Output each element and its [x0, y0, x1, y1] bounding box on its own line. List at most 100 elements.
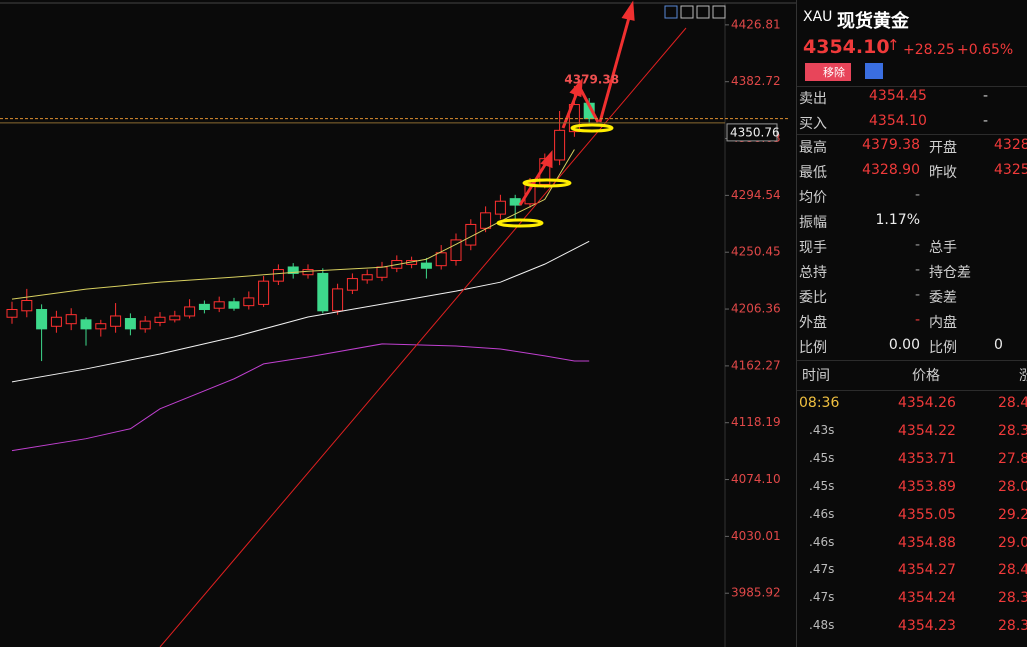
stat-value: 0.00	[888, 337, 920, 353]
candle-body	[480, 212, 492, 229]
stat-value: 0	[994, 337, 1003, 353]
trend-line	[159, 27, 687, 647]
y-tick-label: 4382.72	[731, 74, 781, 88]
stat-label: 总持	[799, 265, 827, 281]
stat-value: 1.17%	[875, 212, 920, 228]
change: +28.25	[903, 42, 955, 58]
toolbar[interactable]	[664, 5, 726, 19]
stat-label: 委差	[929, 290, 957, 306]
stat-label: 比例	[799, 340, 827, 356]
up-arrow: ↑	[887, 36, 900, 54]
separator	[797, 86, 1027, 87]
candle-body	[494, 200, 506, 215]
candle-body	[465, 223, 477, 246]
stat-label: 昨收	[929, 165, 957, 181]
candle-body	[95, 323, 107, 330]
stat-value: -	[914, 237, 920, 253]
candle-body	[228, 301, 240, 309]
drawings	[159, 0, 687, 647]
stat-value: -	[914, 287, 920, 303]
price-tag-label: 4350.76	[730, 125, 780, 139]
tick-price: 4354.27	[898, 562, 956, 579]
tick-time: .43s	[809, 422, 835, 437]
candle-body	[435, 252, 447, 267]
candle-body	[332, 288, 344, 312]
tick-price: 4354.88	[898, 534, 956, 551]
tick-time: .48s	[809, 618, 835, 633]
separator	[797, 360, 1027, 361]
moving-average	[11, 343, 590, 452]
candle-body	[184, 306, 196, 317]
y-tick-label: 4162.27	[731, 358, 781, 372]
moving-average	[11, 149, 575, 300]
quote-value: 4354.10	[869, 113, 927, 129]
quote-label: 卖出	[799, 91, 827, 107]
candle-body	[302, 269, 314, 276]
quote-value: 4354.45	[869, 88, 927, 104]
tick-time: .45s	[809, 450, 835, 465]
tool-button[interactable]	[664, 5, 678, 19]
candle-body	[346, 278, 358, 291]
y-tick-label: 4118.19	[731, 415, 781, 429]
quote-volume: -	[983, 113, 989, 129]
tick-change: 27.86	[998, 450, 1027, 467]
ticks-header: 价格	[912, 368, 940, 384]
highlights	[496, 123, 614, 228]
candle-body	[420, 262, 432, 269]
tick-change: 28.38	[998, 618, 1027, 635]
candle-body	[450, 239, 462, 262]
candle-body	[317, 272, 329, 312]
chart: 4426.814382.724338.634294.544250.454206.…	[0, 0, 796, 647]
tick-price: 4354.24	[898, 590, 956, 607]
y-tick-label: 4294.54	[731, 188, 781, 202]
tool-button[interactable]	[680, 5, 694, 19]
candle-body	[21, 299, 33, 312]
y-tick-label: 4426.81	[731, 17, 781, 31]
tick-change: 28.37	[998, 422, 1027, 439]
candle-body	[243, 297, 255, 307]
tick-price: 4354.22	[898, 422, 956, 439]
candle-body	[287, 266, 299, 274]
change-pct: +0.65%	[957, 42, 1014, 58]
tick-change: 28.04	[998, 478, 1027, 495]
candle-body	[169, 315, 181, 321]
stat-label: 均价	[799, 190, 827, 206]
candle-body	[65, 314, 77, 325]
quote-volume: -	[983, 88, 989, 104]
candle-body	[198, 303, 210, 311]
tick-change: 29.20	[998, 506, 1027, 523]
tick-change: 28.42	[998, 562, 1027, 579]
tick-price: 4353.71	[898, 450, 956, 467]
stat-label: 委比	[799, 290, 827, 306]
tick-change: 28.39	[998, 590, 1027, 607]
stat-value: 4325	[994, 162, 1027, 178]
stat-value: 4379.38	[862, 137, 920, 153]
stat-label: 现手	[799, 240, 827, 256]
symbol: XAU	[803, 9, 833, 25]
moving-average	[11, 240, 590, 383]
tool-button[interactable]	[696, 5, 710, 19]
candle-body	[6, 309, 18, 318]
high-label: 4379.38	[564, 73, 619, 87]
tool-button[interactable]	[712, 5, 726, 19]
separator	[797, 390, 1027, 391]
remove-button[interactable]: 移除	[805, 63, 851, 81]
stat-label: 开盘	[929, 140, 957, 156]
arrows	[518, 0, 635, 206]
stat-label: 最高	[799, 140, 827, 156]
candle-body	[361, 274, 373, 281]
alert-button[interactable]	[865, 63, 883, 79]
stat-value: 4328	[994, 137, 1027, 153]
candle-body	[154, 316, 166, 323]
quote-label: 买入	[799, 116, 827, 132]
stat-label: 振幅	[799, 215, 827, 231]
stat-label: 持仓差	[929, 265, 971, 281]
plot	[6, 86, 595, 452]
tick-price: 4354.26	[898, 395, 956, 411]
y-tick-label: 4074.10	[731, 472, 781, 486]
stat-label: 总手	[929, 240, 957, 256]
y-tick-label: 4250.45	[731, 245, 781, 259]
candle-body	[80, 319, 92, 330]
tick-time: .47s	[809, 590, 835, 605]
stat-label: 内盘	[929, 315, 957, 331]
